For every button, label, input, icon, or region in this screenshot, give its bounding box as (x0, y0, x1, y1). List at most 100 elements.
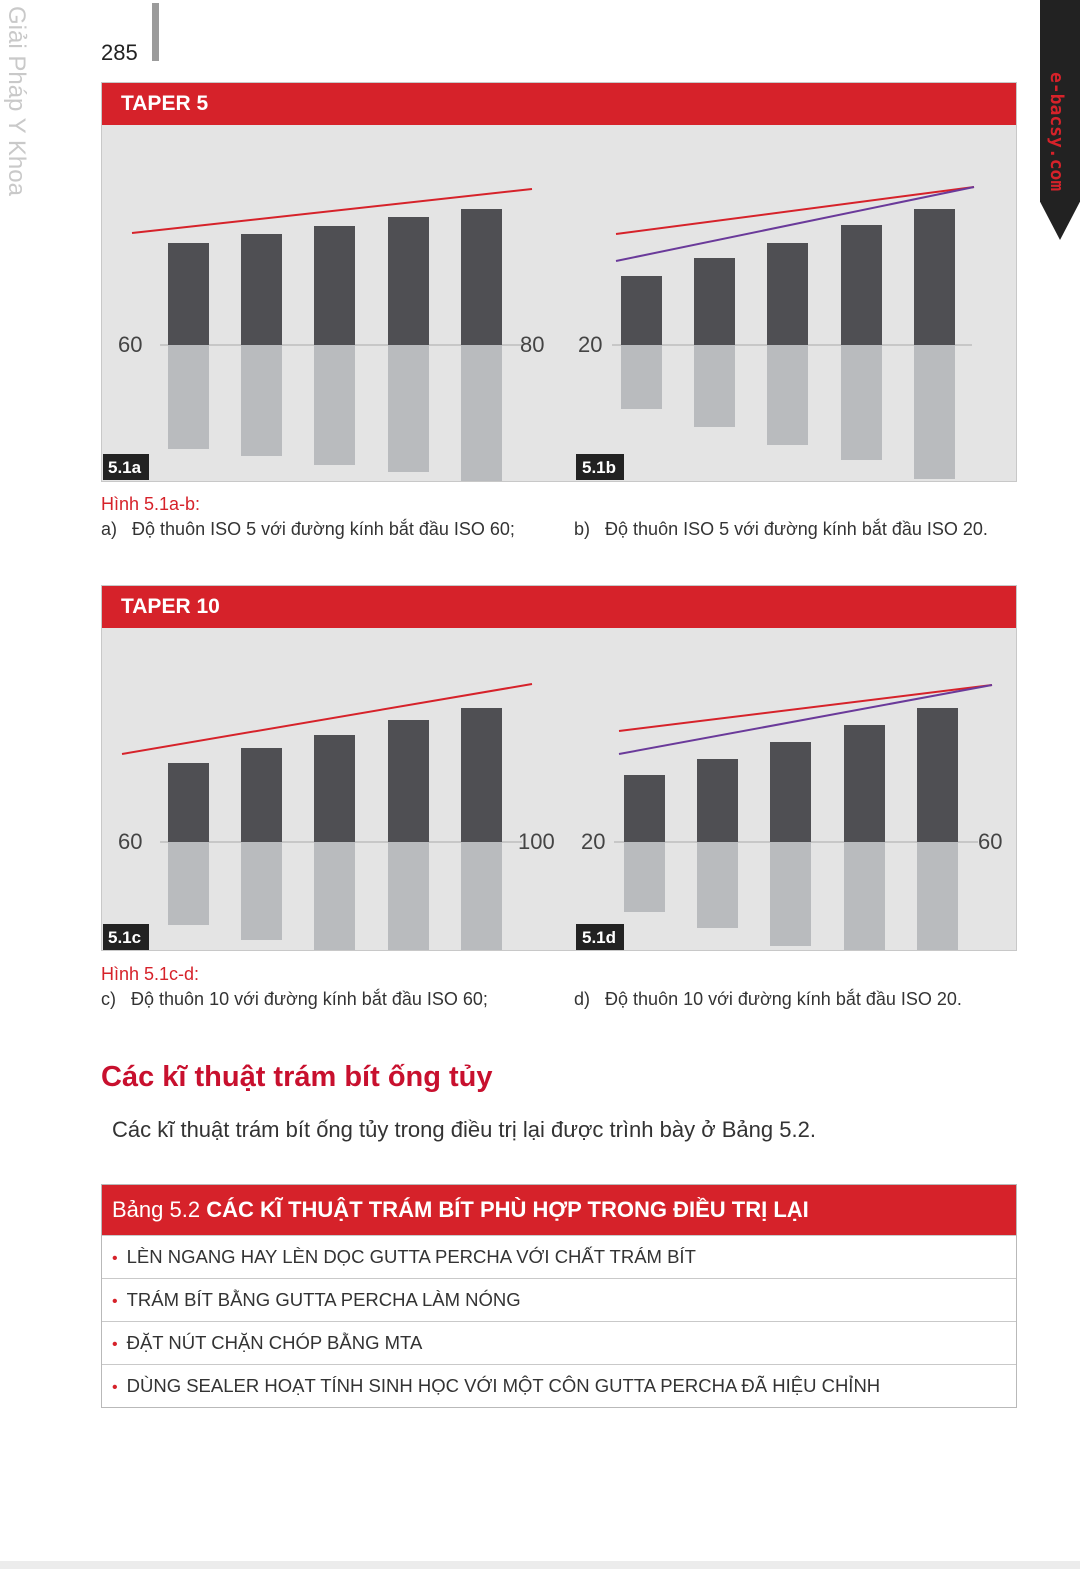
bar-dark (694, 258, 735, 345)
bar-light (841, 345, 882, 460)
bar-dark (461, 708, 502, 842)
bar-dark (844, 725, 885, 842)
bar-dark (241, 234, 282, 345)
bullet-icon: • (112, 1250, 118, 1267)
figure-caption-title: Hình 5.1c-d: (101, 964, 200, 984)
row-text: ĐẶT NÚT CHẶN CHÓP BẰNG MTA (126, 1332, 423, 1353)
brand-tab (1040, 0, 1080, 240)
bar-dark (168, 763, 209, 842)
bullet-icon: • (112, 1379, 118, 1396)
bar-light (621, 345, 662, 409)
row-text: DÙNG SEALER HOẠT TÍNH SINH HỌC VỚI MỘT C… (126, 1375, 881, 1396)
panel-b-tag: 5.1b (582, 458, 616, 477)
bar-light (314, 345, 355, 465)
caption-text: Độ thuôn ISO 5 với đường kính bắt đầu IS… (132, 519, 515, 539)
caption-text: Độ thuôn 10 với đường kính bắt đầu ISO 6… (131, 989, 488, 1009)
panel-a-left-label: 60 (118, 332, 142, 357)
page-number: 285 (101, 40, 138, 65)
caption-item-c: c) Độ thuôn 10 với đường kính bắt đầu IS… (101, 989, 488, 1010)
bar-dark (841, 225, 882, 345)
figure-taper-5: TAPER 5 60 80 20 5.1a (101, 82, 1017, 482)
page-number-bar (152, 3, 159, 61)
taper-line-red (131, 188, 533, 234)
bar-dark (917, 708, 958, 842)
panel-tag-bg (576, 454, 624, 480)
bar-dark (168, 243, 209, 345)
panel-tag-bg (576, 924, 624, 950)
bar-light (694, 345, 735, 427)
table-row: • ĐẶT NÚT CHẶN CHÓP BẰNG MTA (102, 1321, 1016, 1364)
panel-tag-bg (103, 454, 149, 480)
bottom-strip (0, 1561, 1080, 1569)
bar-dark (388, 720, 429, 842)
panel-c-tag: 5.1c (108, 928, 141, 947)
table-title: CÁC KĨ THUẬT TRÁM BÍT PHÙ HỢP TRONG ĐIỀU… (206, 1197, 809, 1222)
bar-light (914, 345, 955, 479)
figure-header: TAPER 5 (102, 83, 1016, 125)
bar-dark (388, 217, 429, 345)
figure-taper-10: TAPER 10 60 100 20 60 5.1c (101, 585, 1017, 951)
margin-book-title: Giải Pháp Y Khoa (3, 6, 30, 196)
panel-c-left-label: 60 (118, 829, 142, 854)
panel-d-left-label: 20 (581, 829, 605, 854)
bar-light (917, 842, 958, 950)
taper-line-red (615, 186, 975, 235)
bar-light (767, 345, 808, 445)
bar-dark (770, 742, 811, 842)
table-row: • LÈN NGANG HAY LÈN DỌC GUTTA PERCHA VỚI … (102, 1235, 1016, 1278)
bar-light (697, 842, 738, 928)
bar-light (314, 842, 355, 950)
taper-line-purple (615, 186, 975, 262)
caption-item-b: b) Độ thuôn ISO 5 với đường kính bắt đầu… (574, 519, 988, 540)
bar-dark (697, 759, 738, 842)
bullet-icon: • (112, 1336, 118, 1353)
figure-caption-title: Hình 5.1a-b: (101, 494, 201, 514)
bar-light (168, 345, 209, 449)
bar-light (388, 345, 429, 472)
caption-text: Độ thuôn ISO 5 với đường kính bắt đầu IS… (605, 519, 988, 539)
bar-dark (914, 209, 955, 345)
table-header: Bảng 5.2 CÁC KĨ THUẬT TRÁM BÍT PHÙ HỢP T… (102, 1185, 1016, 1235)
caption-marker: b) (574, 519, 591, 539)
table-row: • TRÁM BÍT BẰNG GUTTA PERCHA LÀM NÓNG (102, 1278, 1016, 1321)
bar-dark (621, 276, 662, 345)
bar-dark (461, 209, 502, 345)
bar-light (770, 842, 811, 946)
bar-dark (624, 775, 665, 842)
section-paragraph: Các kĩ thuật trám bít ống tủy trong điều… (112, 1117, 816, 1142)
figure-illustration: 60 80 20 5.1a 5.1b (103, 186, 975, 481)
row-text: TRÁM BÍT BẰNG GUTTA PERCHA LÀM NÓNG (126, 1289, 521, 1310)
bar-light (241, 842, 282, 940)
panel-c-right-label: 100 (518, 829, 555, 854)
bar-dark (314, 226, 355, 345)
panel-b-left-label: 20 (578, 332, 602, 357)
bar-light (624, 842, 665, 912)
caption-item-a: a) Độ thuôn ISO 5 với đường kính bắt đầu… (101, 519, 515, 540)
panel-a-right-label: 80 (520, 332, 544, 357)
panel-d-tag: 5.1d (582, 928, 616, 947)
bar-dark (314, 735, 355, 842)
table-number: Bảng 5.2 (112, 1197, 201, 1222)
panel-d-right-label: 60 (978, 829, 1002, 854)
panel-tag-bg (103, 924, 149, 950)
section-heading: Các kĩ thuật trám bít ống tủy (101, 1061, 493, 1093)
table-row: • DÙNG SEALER HOẠT TÍNH SINH HỌC VỚI MỘT … (102, 1364, 1016, 1407)
bar-light (241, 345, 282, 456)
techniques-table: Bảng 5.2 CÁC KĨ THUẬT TRÁM BÍT PHÙ HỢP T… (101, 1184, 1017, 1408)
figure-illustration: 60 100 20 60 5.1c 5.1d (103, 683, 1002, 950)
figure-header: TAPER 10 (102, 586, 1016, 628)
caption-text: Độ thuôn 10 với đường kính bắt đầu ISO 2… (605, 989, 962, 1009)
caption-marker: c) (101, 989, 116, 1009)
caption-marker: a) (101, 519, 118, 539)
bar-light (844, 842, 885, 950)
bar-light (168, 842, 209, 925)
caption-marker: d) (574, 989, 591, 1009)
caption-item-d: d) Độ thuôn 10 với đường kính bắt đầu IS… (574, 989, 962, 1010)
taper-line-red (618, 684, 993, 732)
taper-line-red (121, 683, 533, 755)
bar-dark (767, 243, 808, 345)
bar-light (461, 345, 502, 481)
bar-light (461, 842, 502, 950)
panel-a-tag: 5.1a (108, 458, 142, 477)
taper-line-purple (618, 684, 993, 755)
